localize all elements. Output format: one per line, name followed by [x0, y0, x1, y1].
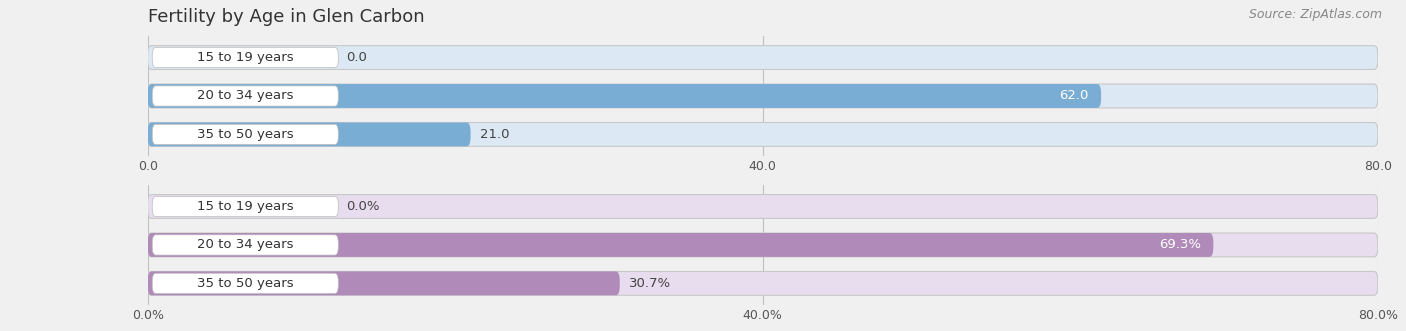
Text: 62.0: 62.0 [1059, 89, 1088, 103]
Text: 69.3%: 69.3% [1159, 238, 1201, 252]
FancyBboxPatch shape [148, 233, 1378, 257]
FancyBboxPatch shape [152, 235, 339, 255]
Text: 20 to 34 years: 20 to 34 years [197, 238, 294, 252]
Text: 20 to 34 years: 20 to 34 years [197, 89, 294, 103]
FancyBboxPatch shape [152, 196, 339, 216]
Text: 21.0: 21.0 [479, 128, 509, 141]
FancyBboxPatch shape [148, 46, 1378, 70]
FancyBboxPatch shape [152, 273, 339, 294]
Text: 15 to 19 years: 15 to 19 years [197, 200, 294, 213]
Text: 35 to 50 years: 35 to 50 years [197, 128, 294, 141]
FancyBboxPatch shape [148, 84, 1378, 108]
Text: 15 to 19 years: 15 to 19 years [197, 51, 294, 64]
FancyBboxPatch shape [152, 124, 339, 145]
Text: 30.7%: 30.7% [628, 277, 671, 290]
Text: 0.0: 0.0 [346, 51, 367, 64]
FancyBboxPatch shape [148, 233, 1213, 257]
FancyBboxPatch shape [148, 122, 1378, 146]
Text: 0.0%: 0.0% [346, 200, 380, 213]
Text: 35 to 50 years: 35 to 50 years [197, 277, 294, 290]
Text: Source: ZipAtlas.com: Source: ZipAtlas.com [1249, 8, 1382, 21]
FancyBboxPatch shape [152, 86, 339, 106]
FancyBboxPatch shape [152, 47, 339, 68]
FancyBboxPatch shape [148, 271, 1378, 295]
Text: Fertility by Age in Glen Carbon: Fertility by Age in Glen Carbon [148, 8, 425, 26]
FancyBboxPatch shape [148, 195, 1378, 218]
FancyBboxPatch shape [148, 122, 471, 146]
FancyBboxPatch shape [148, 84, 1101, 108]
FancyBboxPatch shape [148, 271, 620, 295]
